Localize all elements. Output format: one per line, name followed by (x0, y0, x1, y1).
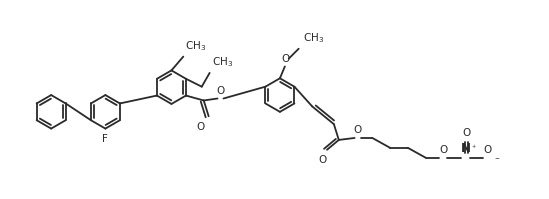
Text: O: O (318, 155, 326, 165)
Text: $^+$: $^+$ (470, 145, 477, 151)
Text: CH$_3$: CH$_3$ (185, 39, 206, 53)
Text: O: O (462, 128, 470, 138)
Text: O: O (354, 125, 362, 135)
Text: CH$_3$: CH$_3$ (211, 55, 233, 69)
Text: O: O (439, 145, 447, 155)
Text: $^-$: $^-$ (492, 155, 500, 164)
Text: O: O (282, 54, 290, 63)
Text: O: O (216, 86, 225, 96)
Text: O: O (484, 145, 492, 155)
Text: F: F (103, 134, 108, 143)
Text: CH$_3$: CH$_3$ (302, 31, 324, 45)
Text: O: O (197, 122, 205, 132)
Text: N: N (461, 142, 471, 155)
